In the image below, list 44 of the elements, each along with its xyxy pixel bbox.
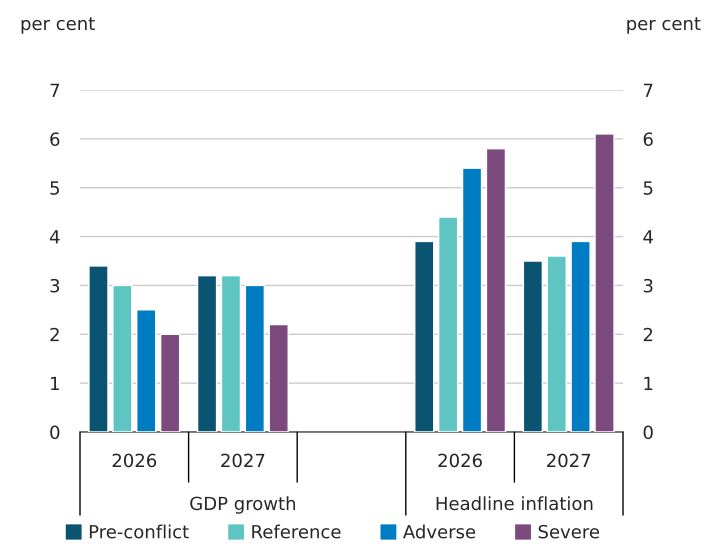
y2-tick-label: 5 [644, 181, 652, 195]
bar [220, 274, 242, 432]
bar [136, 309, 156, 432]
bar [522, 260, 544, 432]
y-tick-label: 4 [50, 230, 60, 244]
y2-tick-label: 2 [644, 328, 652, 342]
bar [414, 240, 434, 432]
text: GDP growth [190, 496, 296, 514]
bar [462, 167, 482, 432]
bar [546, 255, 567, 432]
bar [160, 334, 180, 432]
bar [112, 284, 133, 432]
y-tick-label: 3 [50, 278, 60, 293]
bar [570, 240, 591, 432]
y2-tick-label: 0 [644, 425, 653, 440]
x-tick-label: 2026 [112, 454, 156, 468]
y2-tick-label: 3 [644, 278, 652, 293]
y2-tick-label: 1 [644, 376, 652, 390]
y2-axis-title: per cent [627, 17, 701, 34]
text: Headline inflation [436, 496, 592, 510]
bar [244, 284, 266, 432]
y-tick-label: 2 [50, 328, 59, 342]
y2-tick-label: 4 [643, 230, 653, 244]
legend-label: Pre-conflict [90, 524, 189, 538]
y-tick-label: 7 [50, 84, 60, 97]
y2-tick-label: 6 [644, 132, 653, 146]
y2-tick-label: 7 [644, 84, 652, 97]
bar [268, 324, 289, 432]
bar [438, 216, 458, 432]
y-tick-label: 1 [51, 376, 59, 390]
legend-label: Severe [538, 524, 600, 538]
y-axis-title: per cent [22, 17, 95, 34]
y-tick-label: 5 [50, 181, 59, 195]
bar [88, 265, 109, 432]
y-tick-label: 6 [50, 132, 60, 146]
legend-label: Adverse [403, 524, 476, 538]
x-tick-label: 2027 [221, 454, 264, 468]
bar [196, 274, 218, 432]
x-tick-label: 2027 [547, 454, 590, 468]
y-tick-label: 0 [50, 425, 60, 440]
x-tick-label: 2026 [438, 454, 482, 468]
bar [594, 133, 615, 432]
bar [486, 148, 506, 432]
legend-label: Reference [252, 524, 341, 538]
